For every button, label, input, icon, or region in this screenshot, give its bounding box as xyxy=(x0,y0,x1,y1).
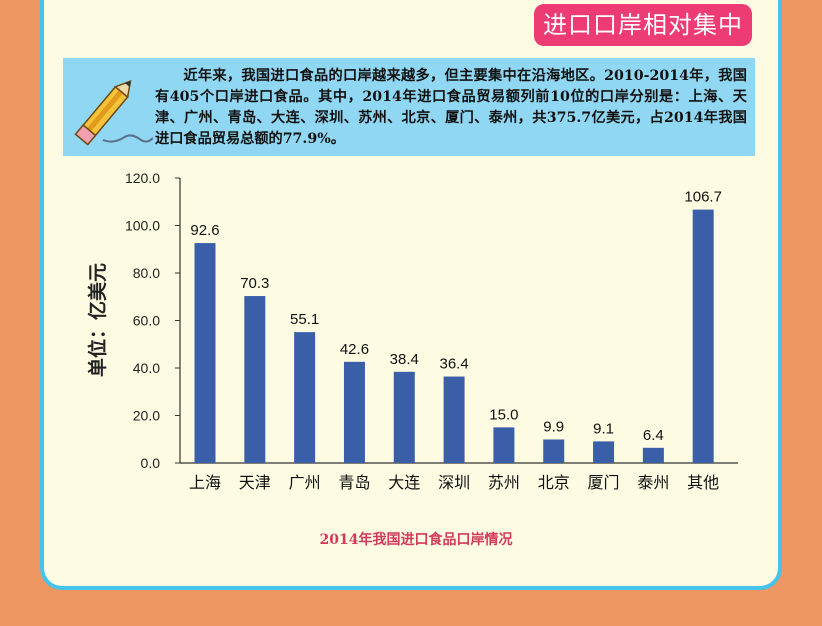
bar-3 xyxy=(343,361,365,463)
bar-value-label: 38.4 xyxy=(390,351,419,368)
category-label: 天津 xyxy=(239,473,271,492)
bar-value-label: 9.9 xyxy=(543,418,564,435)
bar-value-label: 42.6 xyxy=(340,341,369,358)
y-tick-label: 60.0 xyxy=(133,313,160,329)
category-label: 苏州 xyxy=(488,473,520,492)
bar-7 xyxy=(543,439,565,463)
category-label: 泰州 xyxy=(637,473,669,492)
y-axis-title: 单位：亿美元 xyxy=(86,263,109,377)
bar-value-label: 106.7 xyxy=(684,189,722,206)
bar-6 xyxy=(493,427,515,463)
category-label: 深圳 xyxy=(438,473,470,492)
y-tick-label: 100.0 xyxy=(125,218,160,234)
note-text: 近年来，我国进口食品的口岸越来越多，但主要集中在沿海地区。2010-2014年，… xyxy=(155,68,747,147)
y-tick-label: 40.0 xyxy=(133,360,160,376)
pencil-icon xyxy=(74,80,153,146)
category-label: 青岛 xyxy=(338,473,370,492)
category-label: 大连 xyxy=(388,473,420,492)
bar-value-label: 55.1 xyxy=(290,311,319,328)
category-label: 北京 xyxy=(538,473,570,492)
bar-5 xyxy=(443,376,465,463)
category-label: 上海 xyxy=(189,473,221,492)
bar-value-label: 92.6 xyxy=(190,222,219,239)
bar-value-label: 36.4 xyxy=(439,356,468,373)
category-label: 厦门 xyxy=(588,473,620,492)
y-tick-label: 20.0 xyxy=(133,408,160,424)
y-tick-label: 0.0 xyxy=(141,455,161,471)
section-title-badge: 进口口岸相对集中 xyxy=(534,4,752,46)
bar-value-label: 9.1 xyxy=(593,420,614,437)
category-label: 其他 xyxy=(687,473,719,492)
chart-caption: 2014年我国进口食品口岸情况 xyxy=(320,531,513,548)
bar-value-label: 70.3 xyxy=(240,275,269,292)
bar-0 xyxy=(194,243,216,463)
bar-9 xyxy=(642,447,664,463)
y-tick-label: 120.0 xyxy=(125,170,160,186)
category-label: 广州 xyxy=(289,473,321,492)
y-tick-label: 80.0 xyxy=(133,265,160,281)
bar-1 xyxy=(244,296,266,463)
bar-10 xyxy=(692,209,714,463)
bar-value-label: 6.4 xyxy=(643,427,664,444)
bar-value-label: 15.0 xyxy=(489,406,518,423)
bar-8 xyxy=(593,441,615,463)
note-box: 近年来，我国进口食品的口岸越来越多，但主要集中在沿海地区。2010-2014年，… xyxy=(63,58,755,156)
bar-4 xyxy=(393,371,415,463)
bar-2 xyxy=(294,332,316,463)
